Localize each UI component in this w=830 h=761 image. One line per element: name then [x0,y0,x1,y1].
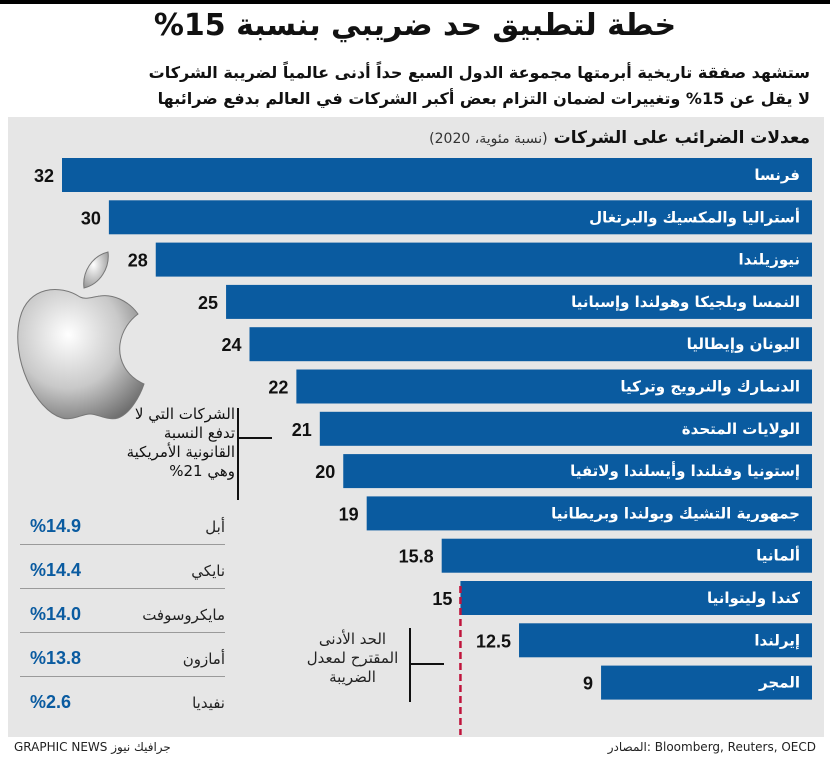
company-rate: %2.6 [30,692,72,712]
bar-label: جمهورية التشيك وبولندا وبريطانيا [551,504,800,522]
source-note: المصادر: Bloomberg, Reuters, OECD [607,740,816,754]
value-label: 19 [339,504,359,524]
value-label: 20 [315,462,335,482]
company-row: أمازون %13.8 [20,642,225,677]
min-rate-bracket [409,628,444,702]
bar-label: المجر [758,674,800,692]
bar [460,581,812,615]
bar [519,623,812,658]
credit-note: GRAPHIC NEWS جرافيك نيوز [14,740,171,754]
value-label: 15.8 [399,547,434,567]
chart-title: معدلات الضرائب على الشركات [553,128,810,148]
page-title: خطة لتطبيق حد ضريبي بنسبة 15% [153,8,677,43]
subtitle-line-1: ستشهد صفقة تاريخية أبرمتها مجموعة الدول … [148,63,810,82]
company-rate: %13.8 [30,648,82,668]
subtitle-line-2: لا يقل عن 15% وتغييرات لضمان التزام بعض … [157,89,810,108]
chart-heading: معدلات الضرائب على الشركات (نسبة مئوية، 2… [429,128,810,148]
value-label: 15 [432,589,452,609]
value-label: 24 [221,335,241,355]
bar [155,242,812,277]
bar-label: الولايات المتحدة [682,420,800,438]
value-label: 25 [198,293,218,313]
value-label: 32 [34,166,54,186]
bar [441,538,812,573]
value-label: 30 [81,208,101,228]
bar-label: اليونان وإيطاليا [687,335,800,353]
company-rate: %14.9 [30,516,82,536]
company-name: نايكي [191,562,225,580]
value-label: 21 [292,420,312,440]
company-name: أمازون [182,650,225,668]
apple-logo-icon [17,251,145,420]
bar [249,327,812,362]
company-row: مايكروسوفت %14.0 [20,598,225,633]
value-label: 9 [583,674,593,694]
bar-label: كندا وليتوانيا [707,589,800,607]
company-rate: %14.0 [30,604,82,624]
bar-label: إيرلندا [754,631,800,649]
companies-heading: الشركات التي لا تدفع النسبة القانونية ال… [126,405,235,480]
value-label: 22 [268,378,288,398]
bar-label: أستراليا والمكسيك والبرتغال [589,207,800,226]
company-name: نفيديا [192,694,225,712]
bar [296,369,812,404]
minimum-rate-note: الحد الأدنى المقترح لمعدل الضريبة [306,630,399,686]
bar [62,158,812,192]
company-name: أبل [205,518,225,536]
bar [601,665,812,700]
bar-label: النمسا وبلجيكا وهولندا وإسبانيا [571,293,800,311]
bar [226,284,812,319]
value-label: 12.5 [476,631,511,651]
bar-label: الدنمارك والنرويج وتركيا [620,378,800,396]
us-rate-bracket [237,408,272,500]
company-row: أبل %14.9 [20,510,225,545]
company-name: مايكروسوفت [142,606,225,624]
bar-label: فرنسا [754,166,800,184]
top-rule [0,0,830,4]
company-row: نايكي %14.4 [20,554,225,589]
bar [343,454,812,489]
chart-unit: (نسبة مئوية، 2020) [429,131,548,147]
bar-label: نيوزيلندا [739,251,800,269]
bar [319,411,812,446]
company-row: نفيديا %2.6 [20,686,225,720]
bar [366,496,812,531]
bar [108,200,812,235]
value-label: 28 [128,251,148,271]
bar-label: ألمانيا [756,546,800,565]
bar-label: إستونيا وفنلندا وأيسلندا ولاتفيا [570,461,800,480]
company-rate: %14.4 [30,560,82,580]
